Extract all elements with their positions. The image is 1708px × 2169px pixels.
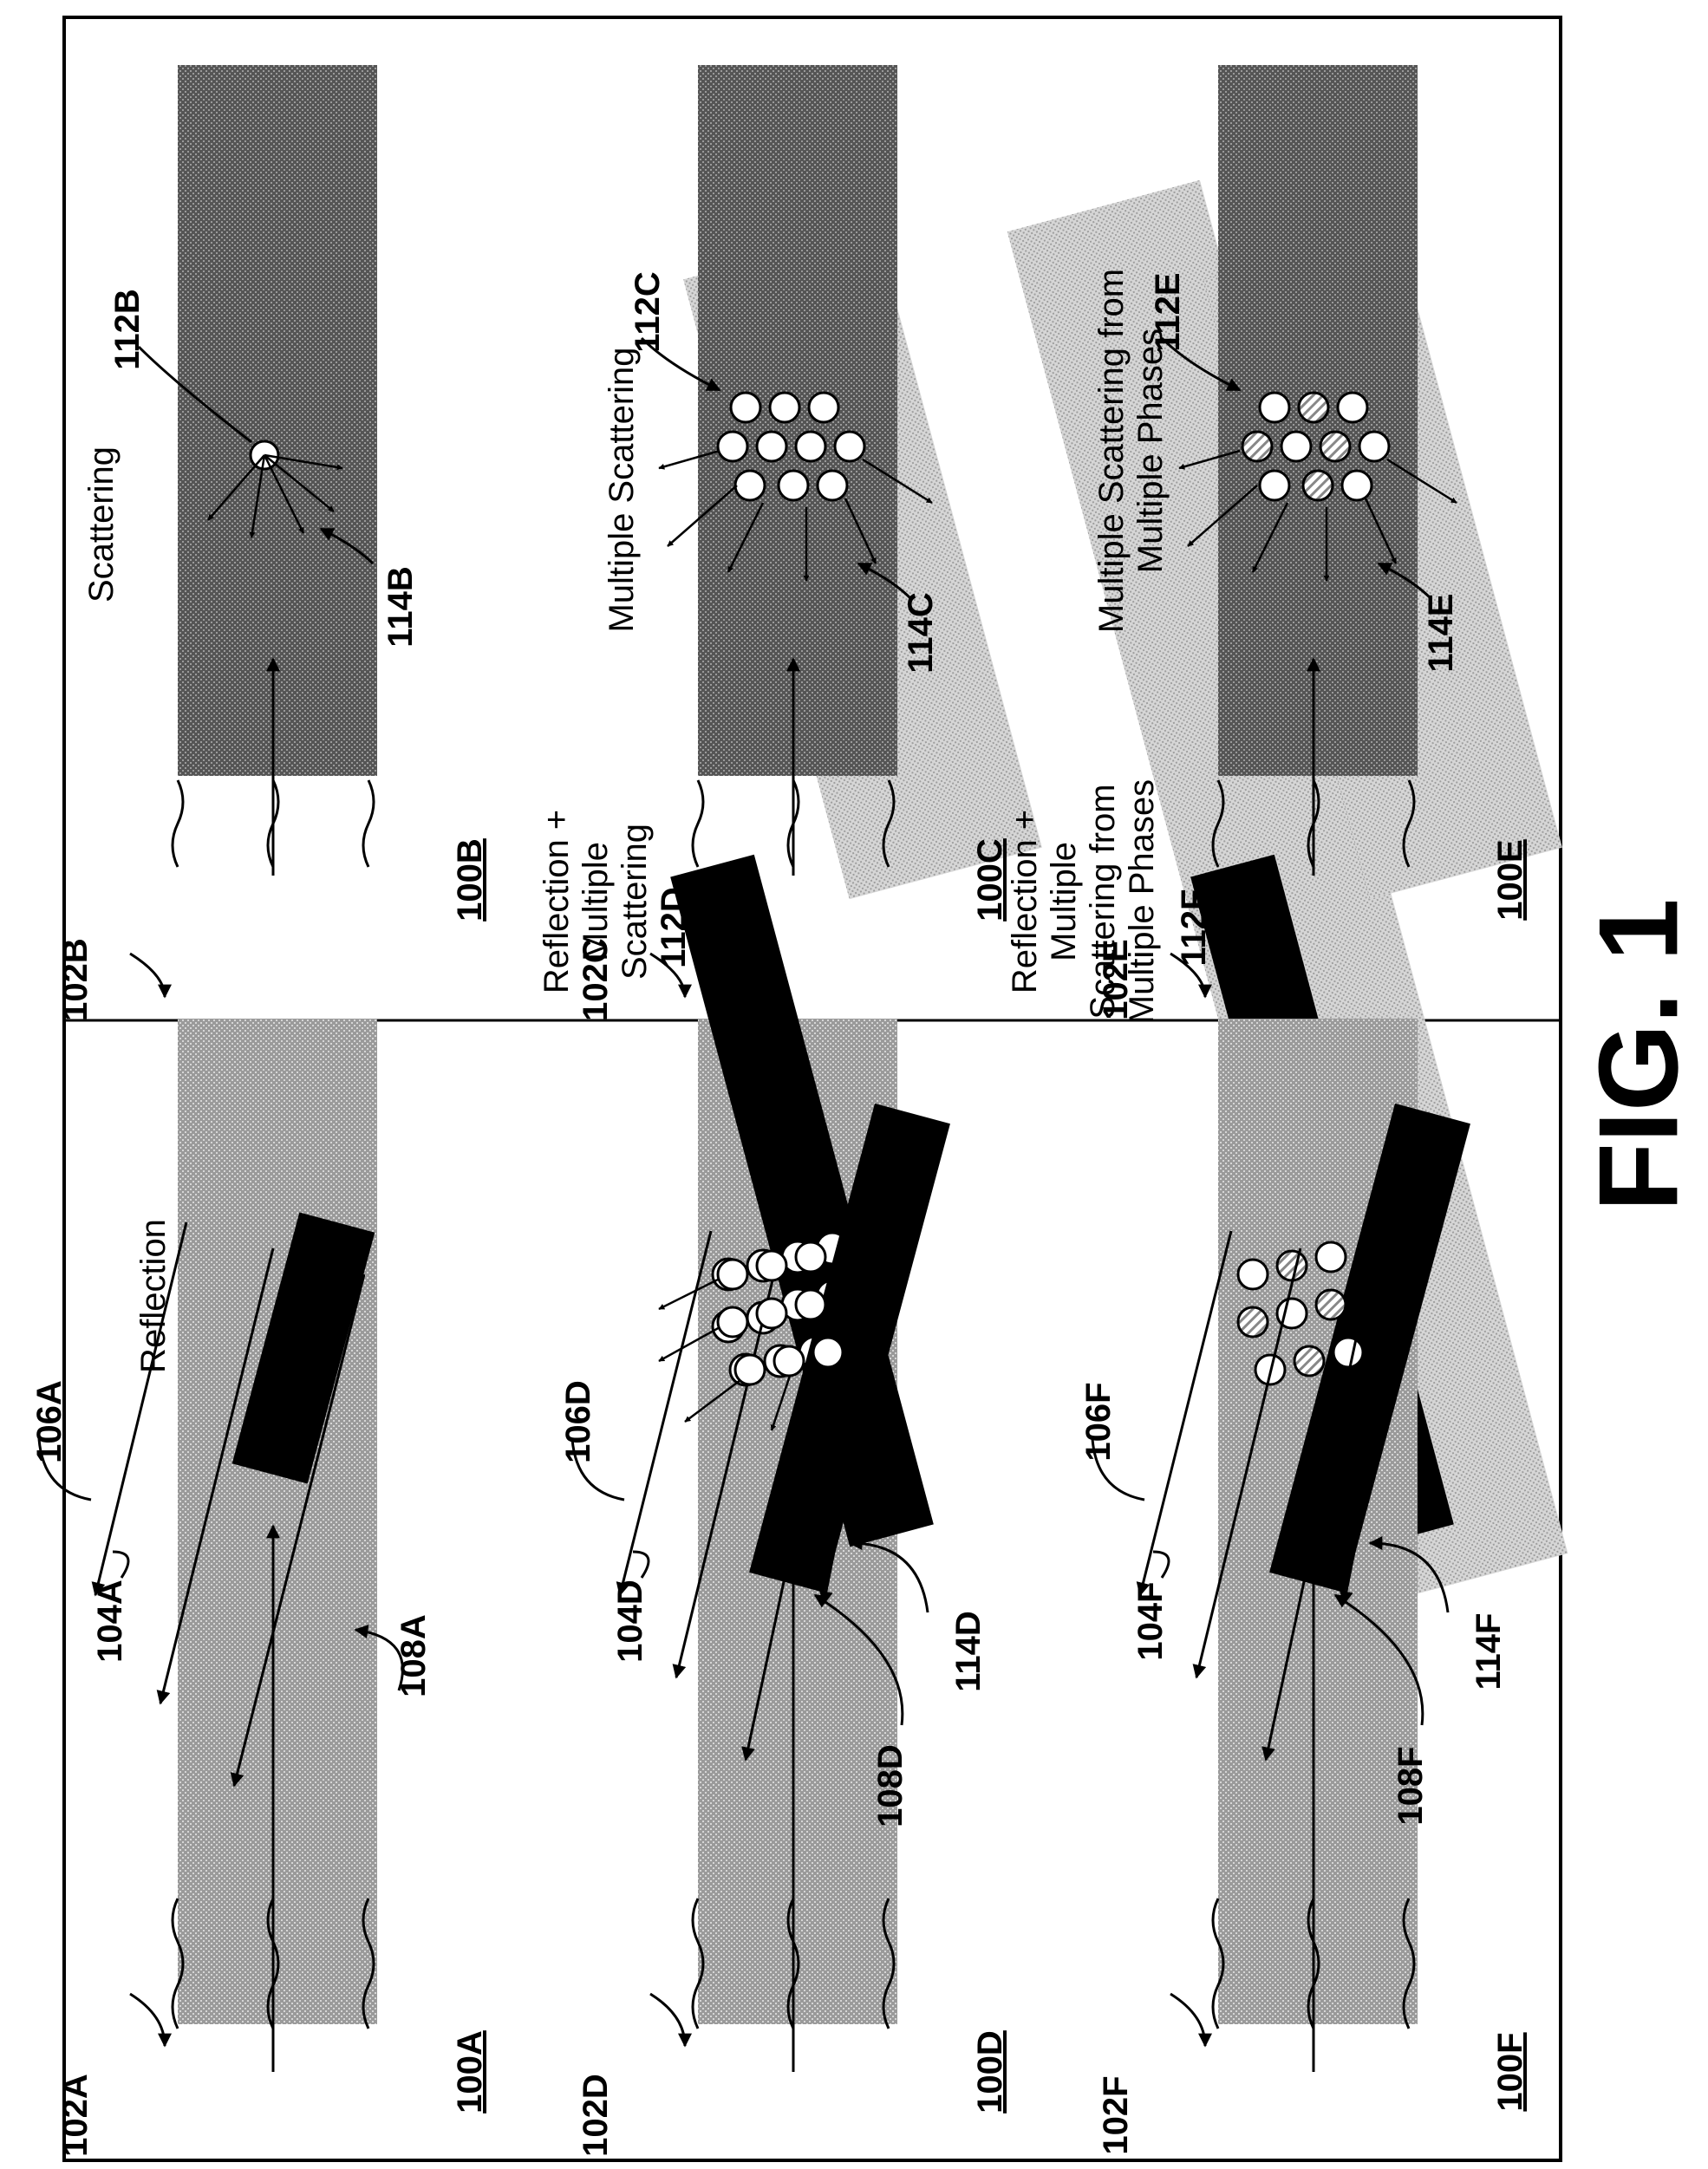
leader-114d xyxy=(848,1536,929,1613)
panel-id-100c: 100C xyxy=(971,838,1009,922)
label-104a: 104A xyxy=(91,1580,129,1663)
caption-100a: Reflection xyxy=(134,1219,173,1373)
label-106a: 106A xyxy=(30,1380,68,1463)
caption-100d-line3: Scattering xyxy=(616,824,654,980)
figure-label: FIG. 1 xyxy=(1574,898,1701,1211)
label-106d: 106D xyxy=(559,1380,597,1463)
scatter-particles xyxy=(1241,391,1391,502)
label-106f: 106F xyxy=(1079,1382,1118,1461)
caption-100f-line2: Multiple xyxy=(1045,842,1083,961)
panel-id-100d: 100D xyxy=(971,2030,1009,2114)
panel-id-100a: 100A xyxy=(451,2030,489,2114)
caption-100f-line4: Multiple Phases xyxy=(1123,779,1161,1024)
leader-102c xyxy=(649,952,692,999)
caption-100d-line1: Reflection + xyxy=(538,810,576,993)
label-108d: 108D xyxy=(871,1744,909,1827)
wave-source xyxy=(691,1898,896,2029)
label-114d: 114D xyxy=(949,1611,988,1691)
leader-102a xyxy=(129,1992,172,2048)
label-108a: 108A xyxy=(394,1614,433,1697)
leader-102d xyxy=(649,1992,692,2048)
label-112d: 112D xyxy=(655,887,693,967)
label-112b: 112B xyxy=(108,289,147,369)
medium-bar xyxy=(698,65,897,776)
reflector-slab-106f xyxy=(1269,1103,1470,1593)
leader-114b xyxy=(319,527,375,565)
label-114b: 114B xyxy=(381,566,420,647)
label-102f: 102F xyxy=(1097,2075,1135,2154)
leader-102b xyxy=(129,952,172,999)
leader-106a xyxy=(37,1438,92,1501)
leader-104d xyxy=(632,1550,650,1579)
leader-102f xyxy=(1170,1992,1212,2048)
scatter-particles xyxy=(1236,1241,1365,1386)
reflected-rays xyxy=(1136,1230,1406,1762)
leader-112e xyxy=(1160,336,1242,392)
panel-100f-detail: 102F 104F 106F 108F 112F 114F 100F Refle… xyxy=(1006,779,1529,2155)
reflector-slabs xyxy=(231,1212,375,1484)
leader-108a xyxy=(354,1625,404,1691)
scatter-rays xyxy=(658,449,933,582)
caption-100e-line1: Multiple Scattering from xyxy=(1092,269,1131,633)
reflector-slab-106a xyxy=(231,1212,375,1484)
wave-source xyxy=(171,1898,375,2029)
caption-100d-line2: Multiple xyxy=(577,842,615,961)
label-108f: 108F xyxy=(1392,1746,1430,1825)
panel-id-100f: 100F xyxy=(1491,2032,1529,2111)
leader-106f xyxy=(1091,1438,1145,1501)
leader-106d xyxy=(570,1438,625,1501)
label-112f: 112F xyxy=(1175,889,1213,967)
leader-112d xyxy=(692,944,756,1016)
scatter-rays xyxy=(1178,449,1457,582)
label-114c: 114C xyxy=(902,592,940,673)
caption-100f-line3: Scattering from xyxy=(1084,784,1122,1019)
wave-source xyxy=(1211,1898,1416,2029)
label-102c: 102C xyxy=(577,938,615,1021)
leader-108f xyxy=(1333,1593,1424,1726)
panel-100b: 102B 112B 114B 100B Scattering xyxy=(56,65,489,1021)
scatter-particles-d xyxy=(716,1241,844,1386)
outer-frame xyxy=(62,16,1562,2162)
reflected-rays xyxy=(91,1221,366,1788)
label-112e: 112E xyxy=(1149,272,1187,351)
scatter-particles xyxy=(716,391,866,502)
medium-bar xyxy=(178,65,377,776)
medium-bar xyxy=(178,1019,377,2024)
panel-id-100e: 100E xyxy=(1491,839,1529,920)
label-114f: 114F xyxy=(1470,1613,1508,1690)
leader-114f xyxy=(1368,1536,1450,1613)
label-102b: 102B xyxy=(56,938,95,1021)
panel-id-100b: 100B xyxy=(451,838,489,922)
label-112c: 112C xyxy=(629,271,667,352)
label-102d: 102D xyxy=(577,2074,615,2157)
caption-100b: Scattering xyxy=(82,446,121,602)
leader-102e xyxy=(1170,952,1212,999)
leader-104a xyxy=(112,1550,130,1579)
caption-100c: Multiple Scattering xyxy=(603,347,641,632)
caption-100f-line1: Reflection + xyxy=(1006,810,1044,993)
label-104f: 104F xyxy=(1131,1581,1170,1660)
panel-100c: 102C 112C 114C 100C Multiple Scattering xyxy=(577,65,1009,1021)
reflector-slab-106d xyxy=(749,1103,950,1593)
leader-114c xyxy=(857,562,912,600)
leader-108d xyxy=(813,1593,904,1726)
leader-112f xyxy=(1212,944,1276,1016)
leader-114e xyxy=(1377,562,1432,600)
leader-112c xyxy=(640,336,721,392)
label-104d: 104D xyxy=(611,1580,649,1663)
label-102a: 102A xyxy=(56,2074,95,2157)
label-102e: 102E xyxy=(1097,939,1135,1019)
scatter-rays xyxy=(207,453,343,538)
label-114e: 114E xyxy=(1422,593,1460,672)
leader-104f xyxy=(1152,1550,1170,1579)
panel-100e: 102E 112E 114E 100E Multiple Scattering … xyxy=(1092,65,1529,1020)
caption-100e-line2: Multiple Phases xyxy=(1131,329,1170,573)
leader-112b xyxy=(137,345,252,444)
